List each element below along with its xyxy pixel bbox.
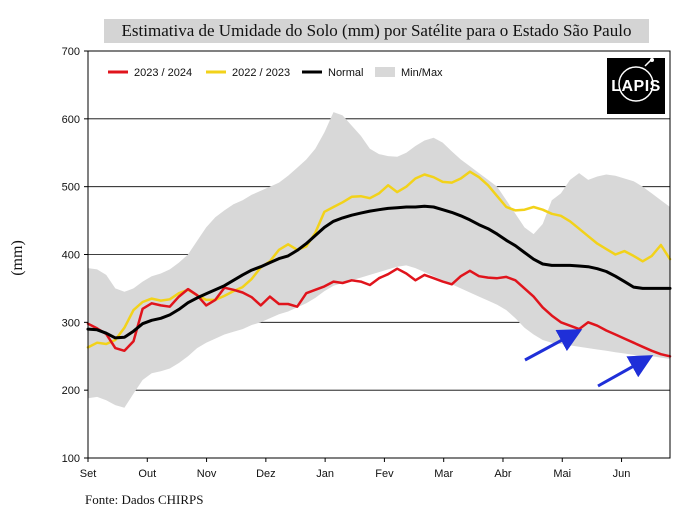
x-tick-label-Fev: Fev [375, 468, 394, 480]
x-tick-label-Nov: Nov [197, 468, 217, 480]
x-tick-labels: Set Out Nov Dez Jan Fev Mar Abr Mai Jun [80, 458, 631, 480]
annotation-arrows [524, 329, 654, 388]
annotation-arrow-1 [524, 329, 583, 362]
minmax-band [88, 112, 670, 408]
source-note: Fonte: Dados CHIRPS [85, 492, 204, 507]
legend-label-0: 2023 / 2024 [134, 67, 192, 79]
series-line-normal [86, 204, 672, 340]
y-tick-label-500: 500 [62, 182, 80, 194]
x-tick-label-Mai: Mai [553, 468, 571, 480]
legend-swatch-minmax [375, 67, 395, 77]
legend-label-2: Normal [328, 67, 363, 79]
x-tick-label-Jun: Jun [613, 468, 631, 480]
y-tick-labels: 100 200 300 400 500 600 700 [62, 46, 88, 465]
x-tick-label-Set: Set [80, 468, 97, 480]
y-tick-label-200: 200 [62, 385, 80, 397]
legend-label-3: Min/Max [401, 67, 443, 79]
y-tick-label-100: 100 [62, 453, 80, 465]
x-tick-label-Dez: Dez [256, 468, 276, 480]
x-tick-label-Mar: Mar [434, 468, 453, 480]
y-tick-label-400: 400 [62, 250, 80, 262]
y-tick-label-300: 300 [62, 317, 80, 329]
chart-title: Estimativa de Umidade do Solo (mm) por S… [104, 19, 649, 43]
minmax-area [88, 112, 670, 408]
legend-label-1: 2022 / 2023 [232, 67, 290, 79]
annotation-arrow-2 [597, 355, 654, 388]
x-tick-label-Out: Out [138, 468, 156, 480]
series-line-2023_2024 [86, 267, 672, 358]
logo-text: LAPIS [611, 78, 661, 95]
y-tick-label-600: 600 [62, 114, 80, 126]
lapis-logo: LAPIS [607, 58, 665, 114]
x-tick-label-Abr: Abr [494, 468, 511, 480]
y-tick-label-700: 700 [62, 46, 80, 58]
series-lines [86, 170, 672, 358]
x-tick-label-Jan: Jan [316, 468, 334, 480]
legend: 2023 / 2024 2022 / 2023 Normal Min/Max [108, 67, 443, 79]
